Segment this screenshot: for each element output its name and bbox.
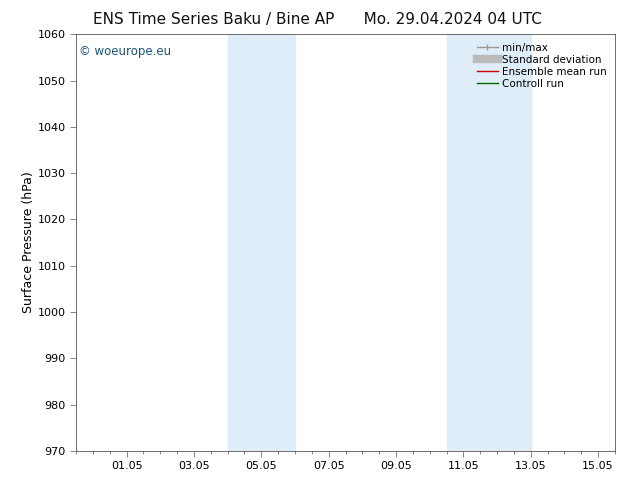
Bar [228, 34, 295, 451]
Legend: min/max, Standard deviation, Ensemble mean run, Controll run: min/max, Standard deviation, Ensemble me… [474, 40, 610, 92]
Text: © woeurope.eu: © woeurope.eu [79, 45, 171, 58]
Bar [446, 34, 531, 451]
Text: ENS Time Series Baku / Bine AP      Mo. 29.04.2024 04 UTC: ENS Time Series Baku / Bine AP Mo. 29.04… [93, 12, 541, 27]
Y-axis label: Surface Pressure (hPa): Surface Pressure (hPa) [22, 172, 35, 314]
